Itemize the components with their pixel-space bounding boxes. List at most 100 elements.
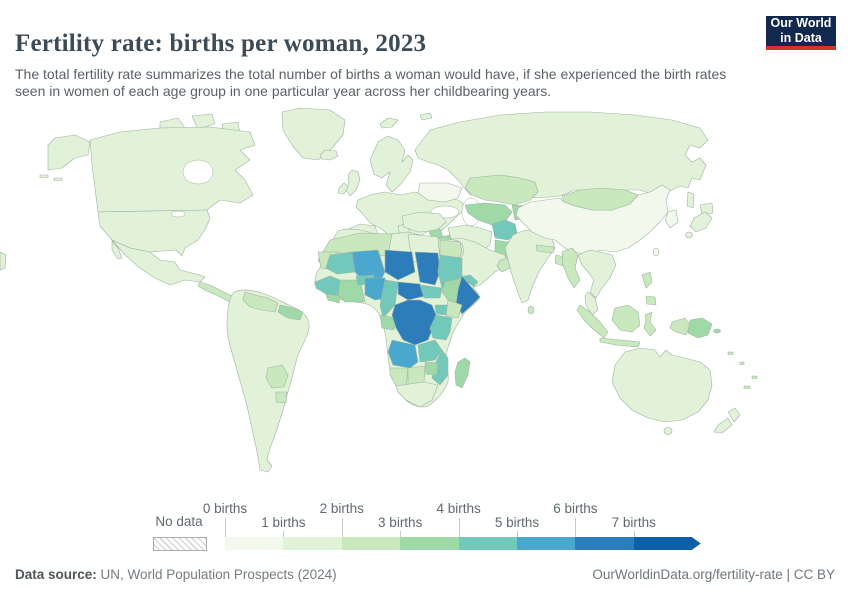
hudson-bay [182,159,214,185]
region-australia[interactable] [611,347,713,423]
region-mauritania[interactable] [325,251,356,275]
region-philippines[interactable] [641,271,653,289]
legend-segment[interactable] [458,537,517,550]
region-papua-new-guinea[interactable] [687,317,713,339]
region-kenya[interactable] [445,299,463,319]
region-tasmania[interactable] [663,427,673,435]
region-venezuela[interactable] [242,291,279,313]
chart-subtitle: The total fertility rate summarizes the … [15,66,727,100]
region-bolivia[interactable] [265,364,289,389]
region-turkey[interactable] [401,211,447,233]
map-region[interactable] [699,202,714,216]
credit-link[interactable]: OurWorldinData.org/fertility-rate | CC B… [592,567,835,582]
region-oman[interactable] [496,257,511,273]
legend-tick-line [633,531,635,537]
region-niger[interactable] [384,249,416,281]
legend-tick-label: 1 births [261,515,306,530]
owid-logo-line1: Our World [770,16,832,30]
legend-tick-label: 2 births [319,501,364,516]
legend-tick-line [517,531,518,537]
legend-segment[interactable] [634,537,701,550]
region-india[interactable] [504,229,556,304]
data-source-label: Data source: [15,567,97,582]
region-paraguay[interactable] [275,391,288,404]
legend-segment[interactable] [225,537,284,550]
data-source-value: UN, World Population Prospects (2024) [96,567,337,582]
region-ukraine[interactable] [417,182,463,203]
region-somalia[interactable] [455,275,481,315]
region-indochina[interactable] [577,249,617,299]
legend-tick-label: 3 births [378,515,423,530]
region-guyana[interactable] [277,304,304,321]
owid-logo[interactable]: Our World in Data [766,16,836,50]
region-madagascar[interactable] [454,357,471,389]
region-afghanistan[interactable] [491,219,518,241]
legend-tick-line [575,518,577,537]
map-region[interactable] [713,328,721,334]
region-greenland[interactable] [281,107,346,161]
region-alaska[interactable] [47,134,91,171]
region-new-zealand-north[interactable] [727,407,741,423]
map-region[interactable] [191,113,216,130]
region-scandinavia[interactable] [369,135,414,193]
region-taiwan[interactable] [652,247,660,257]
region-korea[interactable] [664,209,679,229]
legend-bar [225,537,701,550]
region-west-papua[interactable] [669,317,691,336]
region-zimbabwe[interactable] [424,361,439,376]
region-cameroon[interactable] [379,279,399,319]
region-sumatra[interactable] [576,304,609,339]
region-tanzania[interactable] [429,314,453,341]
region-sri-lanka[interactable] [527,305,535,315]
world-map-svg [0,107,758,473]
map-region[interactable] [645,295,657,306]
legend-tick-label: 5 births [494,515,540,530]
region-mozambique[interactable] [431,349,449,386]
map-region[interactable] [685,231,693,239]
region-ireland[interactable] [337,182,349,195]
region-canada[interactable] [89,126,256,213]
map-region[interactable] [111,240,123,260]
legend-segment[interactable] [283,537,342,550]
legend-no-data-swatch[interactable] [153,537,207,551]
region-mexico[interactable] [111,239,206,286]
region-chad[interactable] [414,251,441,286]
region-south-sudan[interactable] [419,284,443,299]
region-iceland[interactable] [319,149,339,161]
region-central-african-republic[interactable] [397,281,426,301]
region-zambia[interactable] [417,339,443,363]
region-uk[interactable] [345,169,361,197]
legend-tick-line [283,531,285,537]
legend-segment[interactable] [400,537,459,550]
region-south-africa[interactable] [395,381,439,408]
region-myanmar[interactable] [561,247,581,289]
region-borneo[interactable] [611,304,641,333]
map-region[interactable] [751,375,758,379]
legend-segment[interactable] [341,537,401,550]
region-gabon-congo[interactable] [379,314,397,331]
region-dr-congo[interactable] [391,299,437,346]
region-japan[interactable] [689,211,713,233]
map-region[interactable] [686,191,695,209]
map-legend: No data 0 births 1 births 2 births 3 births… [0,500,850,556]
region-java[interactable] [599,337,641,348]
map-region[interactable] [53,177,63,181]
legend-segment[interactable] [516,537,576,550]
legend-no-data-label: No data [155,514,203,529]
map-region[interactable] [739,361,745,365]
region-new-caledonia[interactable] [743,385,751,389]
region-nepal[interactable] [535,244,555,254]
region-liberia[interactable] [325,293,341,304]
region-kazakhstan[interactable] [464,174,539,206]
region-mongolia[interactable] [561,187,639,211]
region-sulawesi[interactable] [643,311,657,337]
map-region[interactable] [0,251,7,271]
region-new-zealand-south[interactable] [713,417,733,434]
region-russia[interactable] [414,111,709,199]
map-region[interactable] [419,112,433,121]
map-region[interactable] [39,174,49,178]
legend-segment[interactable] [575,537,634,550]
map-region[interactable] [727,351,734,355]
region-svalbard[interactable] [379,117,399,129]
